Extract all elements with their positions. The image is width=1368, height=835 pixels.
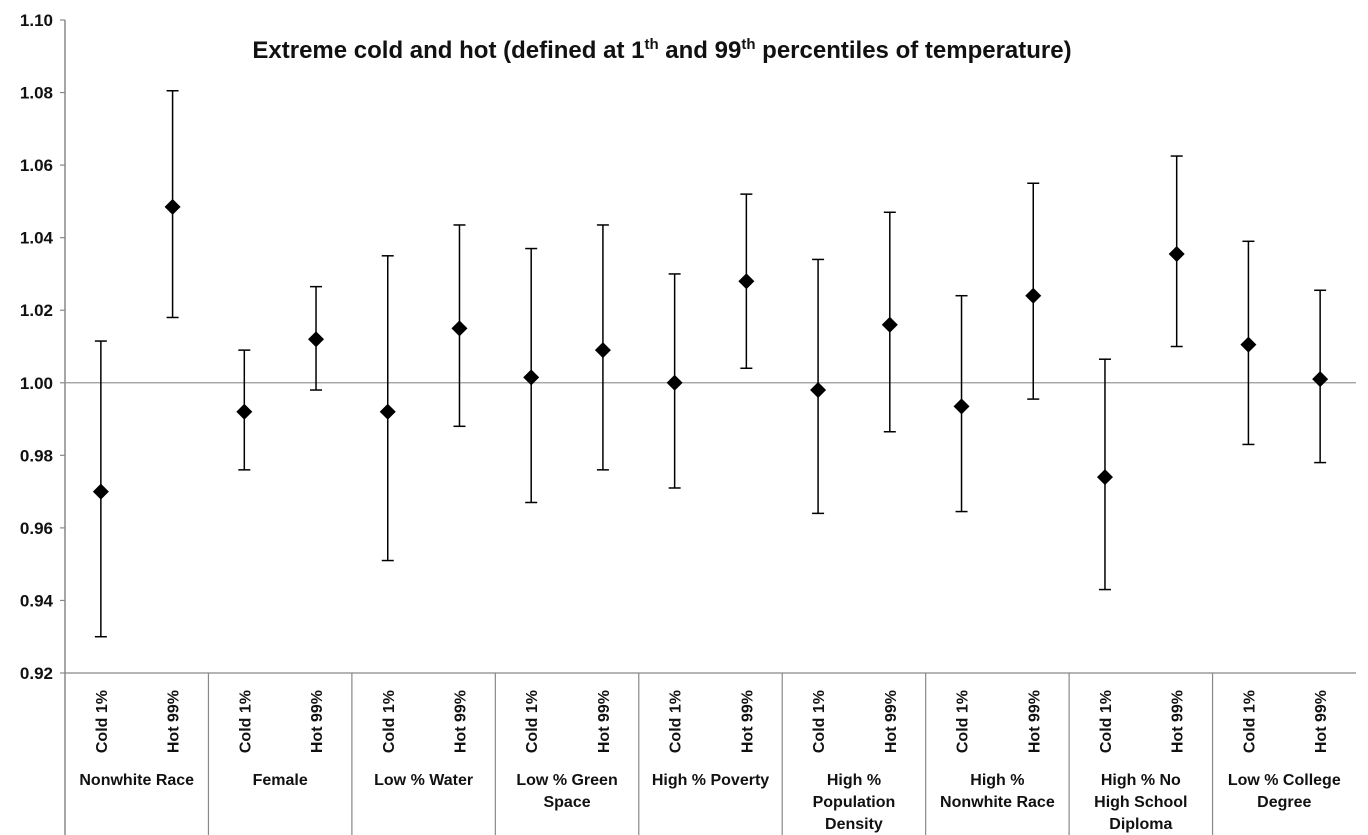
- category-label: Cold 1%: [1241, 690, 1258, 753]
- point-marker: [1168, 245, 1185, 262]
- group-label: High %: [827, 772, 881, 789]
- point-marker: [164, 198, 181, 215]
- chart-title: Extreme cold and hot (defined at 1th and…: [252, 36, 1071, 64]
- group-label: Low % College: [1228, 772, 1341, 789]
- group-label: Low % Water: [374, 772, 473, 789]
- y-tick-label: 0.94: [20, 591, 54, 610]
- point-marker: [738, 273, 755, 290]
- labels-layer: 0.92 0.94 0.96 0.98 1.00 1.02 1.04 1.06 1.08 1.10…: [20, 11, 1341, 833]
- title-part: percentiles of temperature): [756, 37, 1072, 64]
- y-tick-label: 1.04: [20, 229, 54, 248]
- category-label: Cold 1%: [381, 690, 398, 753]
- axes-layer: [60, 19, 1356, 835]
- title-superscript: th: [644, 36, 658, 53]
- category-label: Hot 99%: [1026, 690, 1043, 753]
- category-label: Cold 1%: [94, 690, 111, 753]
- group-label: Density: [825, 816, 883, 833]
- category-label: Hot 99%: [739, 690, 756, 753]
- title-superscript: th: [741, 36, 755, 53]
- category-label: Hot 99%: [1170, 690, 1187, 753]
- group-label: High % No: [1101, 772, 1181, 789]
- point-marker: [1025, 287, 1042, 304]
- group-label: Female: [253, 772, 308, 789]
- category-label: Cold 1%: [668, 690, 685, 753]
- point-marker: [810, 382, 827, 399]
- category-label: Cold 1%: [811, 690, 828, 753]
- point-marker: [1240, 336, 1257, 353]
- point-marker: [1096, 469, 1113, 486]
- y-tick-label: 1.08: [20, 84, 53, 103]
- y-tick-label: 1.10: [20, 11, 53, 30]
- point-marker: [1312, 371, 1329, 388]
- title-part: Extreme cold and hot (defined at 1: [252, 37, 644, 64]
- point-marker: [953, 398, 970, 415]
- y-tick-label: 1.02: [20, 301, 53, 320]
- category-label: Hot 99%: [309, 690, 326, 753]
- category-label: Cold 1%: [955, 690, 972, 753]
- point-marker: [236, 403, 253, 420]
- group-label: Diploma: [1109, 816, 1172, 833]
- point-marker: [379, 403, 396, 420]
- point-marker: [92, 483, 109, 500]
- y-tick-label: 1.00: [20, 374, 53, 393]
- point-marker: [308, 331, 325, 348]
- point-marker: [666, 374, 683, 391]
- group-label: Space: [543, 794, 590, 811]
- category-label: Hot 99%: [596, 690, 613, 753]
- category-label: Hot 99%: [452, 690, 469, 753]
- category-label: Hot 99%: [166, 690, 183, 753]
- category-label: Cold 1%: [524, 690, 541, 753]
- point-marker: [451, 320, 468, 337]
- group-label: High %: [970, 772, 1024, 789]
- y-tick-label: 0.92: [20, 664, 53, 683]
- category-label: Cold 1%: [237, 690, 254, 753]
- group-label: Low % Green: [516, 772, 617, 789]
- group-label: Nonwhite Race: [940, 794, 1055, 811]
- category-label: Hot 99%: [1313, 690, 1330, 753]
- group-label: High % Poverty: [652, 772, 769, 789]
- group-label: Nonwhite Race: [79, 772, 194, 789]
- group-label: Population: [813, 794, 896, 811]
- category-label: Hot 99%: [883, 690, 900, 753]
- group-label: Degree: [1257, 794, 1311, 811]
- y-tick-label: 1.06: [20, 156, 53, 175]
- group-label: High School: [1094, 794, 1187, 811]
- y-tick-label: 0.96: [20, 519, 53, 538]
- category-label: Cold 1%: [1098, 690, 1115, 753]
- error-bars-layer: [92, 89, 1329, 638]
- title-part: and 99: [659, 37, 742, 64]
- point-marker: [594, 342, 611, 359]
- point-marker: [881, 316, 898, 333]
- point-marker: [523, 369, 540, 386]
- y-tick-label: 0.98: [20, 446, 53, 465]
